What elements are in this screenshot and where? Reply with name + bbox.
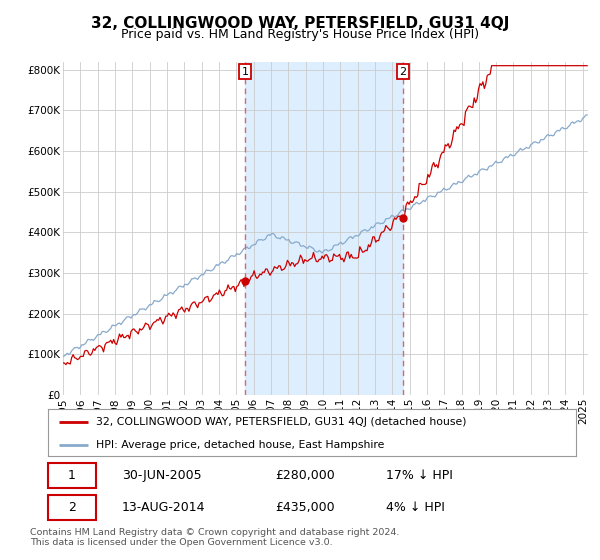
Text: 32, COLLINGWOOD WAY, PETERSFIELD, GU31 4QJ (detached house): 32, COLLINGWOOD WAY, PETERSFIELD, GU31 4…	[95, 417, 466, 427]
Text: Contains HM Land Registry data © Crown copyright and database right 2024.
This d: Contains HM Land Registry data © Crown c…	[30, 528, 400, 547]
FancyBboxPatch shape	[48, 495, 95, 520]
Text: 1: 1	[68, 469, 76, 482]
Bar	[245, 62, 403, 395]
Text: 2: 2	[68, 501, 76, 514]
Text: Price paid vs. HM Land Registry's House Price Index (HPI): Price paid vs. HM Land Registry's House …	[121, 28, 479, 41]
Text: HPI: Average price, detached house, East Hampshire: HPI: Average price, detached house, East…	[95, 440, 384, 450]
Text: 32, COLLINGWOOD WAY, PETERSFIELD, GU31 4QJ: 32, COLLINGWOOD WAY, PETERSFIELD, GU31 4…	[91, 16, 509, 31]
Text: 30-JUN-2005: 30-JUN-2005	[122, 469, 202, 482]
Text: £435,000: £435,000	[275, 501, 335, 514]
Text: 2: 2	[400, 67, 407, 77]
Text: £280,000: £280,000	[275, 469, 335, 482]
Text: 1: 1	[241, 67, 248, 77]
Text: 13-AUG-2014: 13-AUG-2014	[122, 501, 205, 514]
Text: 17% ↓ HPI: 17% ↓ HPI	[386, 469, 453, 482]
Text: 4% ↓ HPI: 4% ↓ HPI	[386, 501, 445, 514]
FancyBboxPatch shape	[48, 463, 95, 488]
